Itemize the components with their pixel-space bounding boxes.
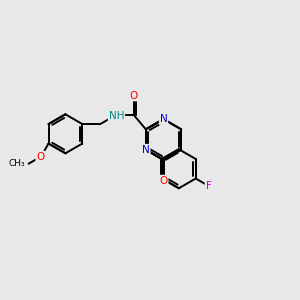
Text: O: O <box>36 152 44 161</box>
Text: N: N <box>160 114 167 124</box>
Text: CH₃: CH₃ <box>8 159 25 168</box>
Text: N: N <box>142 145 150 155</box>
Text: NH: NH <box>109 111 124 121</box>
Text: F: F <box>206 181 212 191</box>
Text: O: O <box>130 91 138 100</box>
Text: O: O <box>159 176 168 186</box>
